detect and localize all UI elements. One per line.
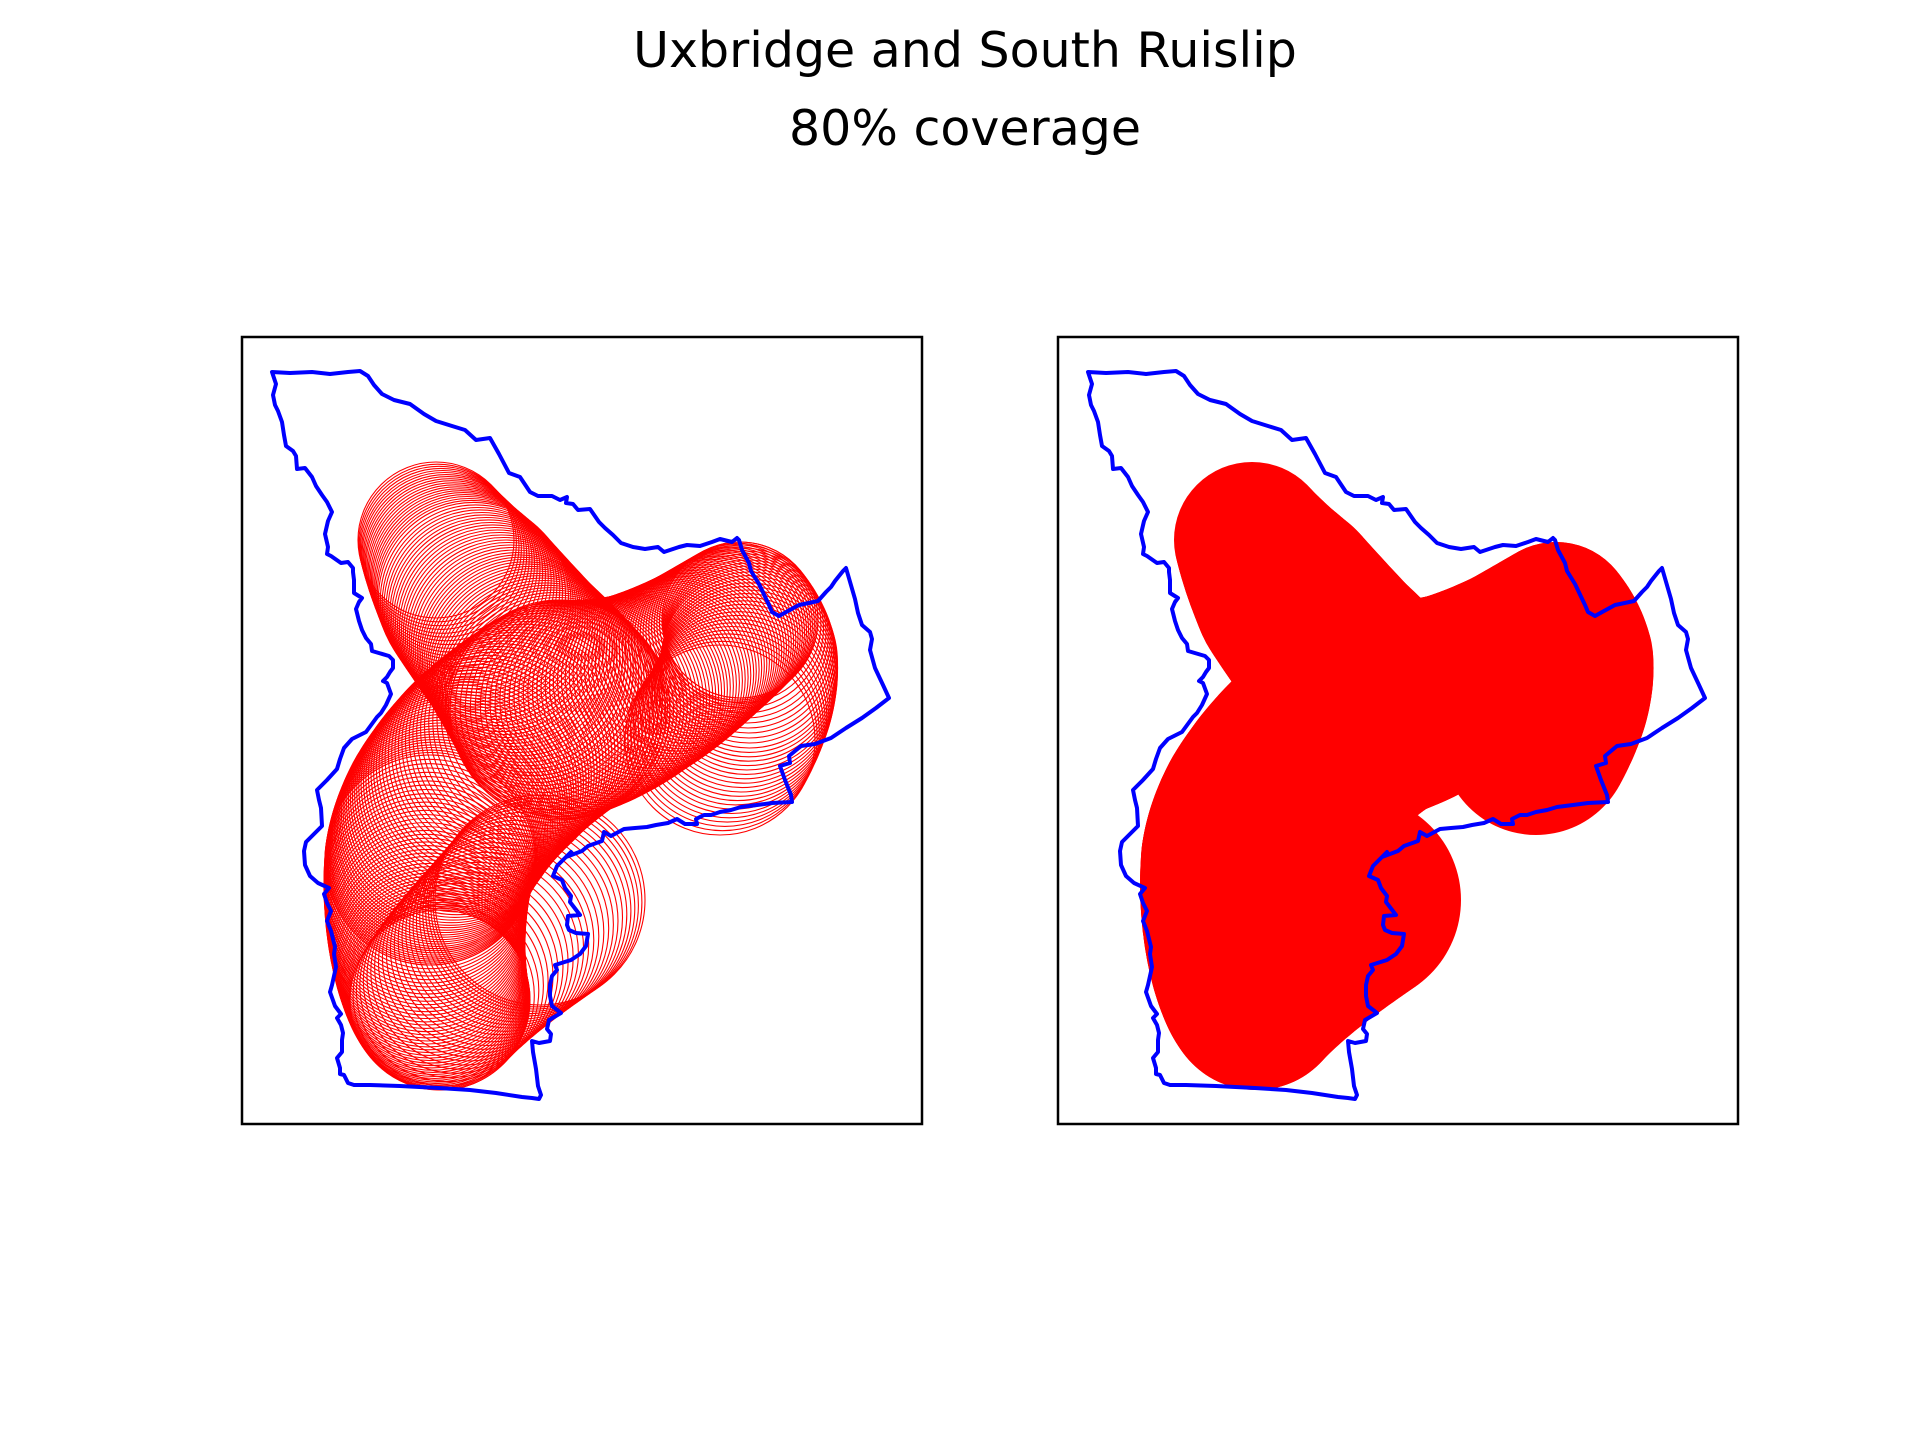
coverage-circle <box>656 543 815 703</box>
coverage-circle <box>434 794 646 1006</box>
coverage-circle <box>624 560 792 728</box>
coverage-circle <box>629 637 820 827</box>
coverage-circle <box>430 800 639 1010</box>
coverage-circle <box>642 551 806 714</box>
coverage-circle <box>642 618 829 806</box>
coverage-circle <box>658 542 817 701</box>
coverage-circles-outline <box>323 461 839 1091</box>
coverage-circle <box>425 807 632 1015</box>
coverage-circle <box>359 465 520 627</box>
coverage-circle <box>615 565 785 735</box>
coverage-circle <box>352 904 535 1087</box>
coverage-circle <box>398 529 596 727</box>
coverage-circle <box>363 476 533 646</box>
coverage-circle <box>419 815 624 1020</box>
map-panel-outline <box>240 335 924 1126</box>
coverage-circle <box>340 701 563 924</box>
coverage-circle <box>391 640 616 865</box>
coverage-circle <box>393 846 590 1043</box>
coverage-circle <box>401 631 626 856</box>
coverage-circle <box>415 819 619 1023</box>
coverage-circle <box>374 495 561 683</box>
coverage-circle <box>344 696 566 918</box>
coverage-circle <box>422 811 628 1017</box>
coverage-circle <box>362 887 549 1074</box>
coverage-circle <box>383 509 577 703</box>
coverage-circle <box>374 872 564 1062</box>
coverage-circle <box>427 804 636 1012</box>
map-panel-filled <box>1056 335 1740 1126</box>
coverage-circle <box>646 611 832 797</box>
coverage-circle <box>654 593 837 775</box>
coverage-circle <box>632 633 822 823</box>
constituency-boundary <box>270 369 891 1101</box>
coverage-circle <box>401 837 600 1036</box>
coverage-circle <box>359 893 544 1078</box>
figure-title: Uxbridge and South Ruislip <box>633 22 1297 79</box>
coverage-circle <box>650 546 812 707</box>
panel-frame <box>240 335 924 1126</box>
coverage-circle <box>412 823 614 1026</box>
coverage-circle <box>635 629 824 819</box>
coverage-circle <box>354 681 577 905</box>
coverage-circle <box>416 620 640 844</box>
coverage-circle <box>656 589 838 771</box>
coverage-circle <box>444 592 663 811</box>
coverage-circle <box>653 596 837 780</box>
coverage-circle <box>381 648 607 874</box>
coverage-circle <box>405 832 605 1032</box>
constituency-boundary <box>1086 369 1707 1101</box>
coverage-circle <box>648 607 834 793</box>
coverage-circle <box>367 484 544 660</box>
coverage-circle <box>651 600 836 784</box>
figure-subtitle: 80% coverage <box>789 100 1141 157</box>
coverage-circle <box>339 704 561 926</box>
coverage-circle <box>365 666 590 891</box>
coverage-circle <box>624 644 816 836</box>
coverage-circles-filled <box>1140 462 1654 1090</box>
coverage-circle <box>408 828 610 1029</box>
coverage-circle <box>432 797 643 1008</box>
coverage-disc <box>1251 795 1461 1005</box>
coverage-circle <box>394 524 591 721</box>
coverage-circle <box>397 634 622 859</box>
coverage-circle <box>397 842 595 1039</box>
coverage-circle <box>425 563 632 770</box>
panel-frame <box>1056 335 1740 1126</box>
coverage-disc <box>1441 645 1631 835</box>
coverage-circle <box>421 558 626 764</box>
coverage-circle <box>355 898 540 1083</box>
